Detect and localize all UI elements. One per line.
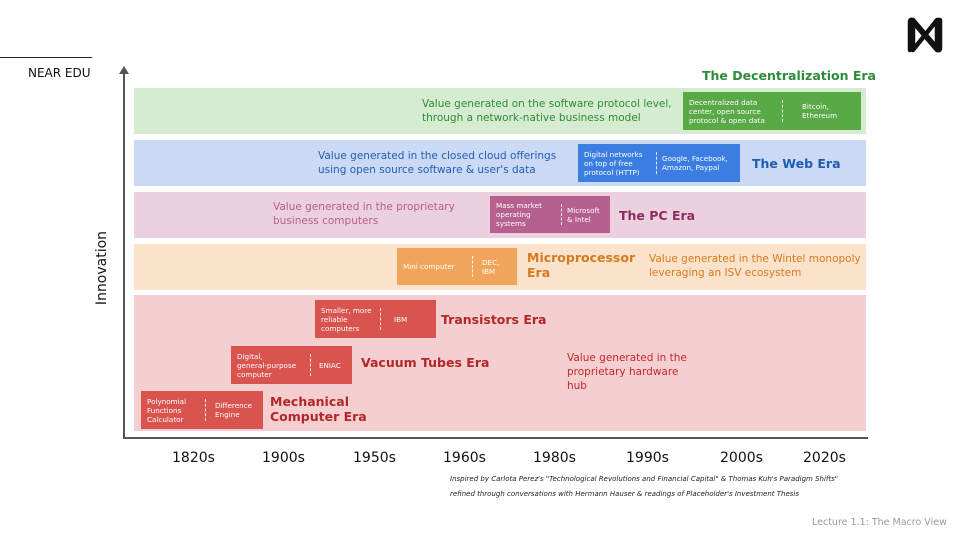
era-desc-decentralization: Value generated on the software protocol… [422,98,672,124]
era-title-mechanical: Mechanical Computer Era [270,394,367,424]
era-box-mechanical: Polynomial Functions Calculator Differen… [141,391,263,429]
era-title-web: The Web Era [752,156,841,171]
era-box-decentralization: Decentralized data center, open source p… [683,92,861,130]
box-left-text: Mini computer [403,262,455,271]
header-divider [0,57,92,58]
x-axis [123,437,868,439]
decade-label: 2020s [803,450,846,466]
y-axis [123,70,125,438]
era-box-web: Digital networks on top of free protocol… [578,144,740,182]
decade-label: 1990s [626,450,669,466]
box-left-text: Smaller, more reliable computers [321,305,372,333]
decade-label: 1900s [262,450,305,466]
decade-label: 2000s [720,450,763,466]
y-axis-label: Innovation [94,230,110,306]
era-desc-hardware: Value generated in the proprietary hardw… [567,352,687,392]
era-title-decentralization: The Decentralization Era [702,68,876,83]
era-band-web [134,140,866,186]
era-box-vacuum-tubes: Digital, general-purpose computer ENIAC [231,346,352,384]
box-left-text: Polynomial Functions Calculator [147,396,187,424]
box-right-text: ENIAC [319,360,341,370]
era-title-pc: The PC Era [619,208,696,223]
y-axis-arrow [119,66,129,74]
box-right-text: Google, Facebook, Amazon, Paypal [662,154,728,172]
box-right-text: Bitcoin, Ethereum [802,102,838,120]
box-right-text: Microsoft & Intel [567,205,600,224]
brand-label: NEAR EDU [28,66,91,80]
decade-label: 1980s [533,450,576,466]
era-desc-pc: Value generated in the proprietary busin… [273,201,455,227]
era-title-transistors: Transistors Era [441,312,547,327]
era-title-vacuum-tubes: Vacuum Tubes Era [361,355,490,370]
box-left-text: Mass market operating systems [496,201,542,228]
box-right-text: DEC, IBM [482,257,500,276]
footnote-line-2: refined through conversations with Herma… [450,490,799,498]
lecture-label: Lecture 1.1: The Macro View [812,517,947,528]
box-left-text: Decentralized data center, open source p… [689,97,765,125]
era-box-microprocessor: Mini computer DEC, IBM [397,248,517,285]
box-right-text: Difference Engine [215,401,253,419]
footnote-line-1: Inspired by Carlota Perez's "Technologic… [450,475,839,483]
decade-label: 1820s [172,450,215,466]
era-desc-microprocessor: Value generated in the Wintel monopoly l… [649,253,861,279]
box-left-text: Digital networks on top of free protocol… [584,149,643,177]
box-right-text: IBM [394,314,408,324]
era-title-microprocessor: Microprocessor Era [527,250,636,280]
decade-label: 1960s [443,450,486,466]
era-desc-web: Value generated in the closed cloud offe… [318,150,557,176]
near-logo-icon [907,17,943,53]
era-box-transistors: Smaller, more reliable computers IBM [315,300,436,338]
box-left-text: Digital, general-purpose computer [237,351,297,379]
era-box-pc: Mass market operating systems Microsoft … [490,196,610,233]
decade-label: 1950s [353,450,396,466]
